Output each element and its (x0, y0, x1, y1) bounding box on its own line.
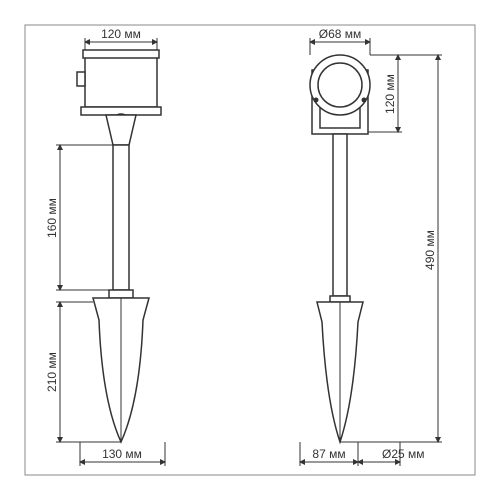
dim-label: 120 мм (383, 74, 397, 114)
dim-bottom-87: 87 мм (300, 442, 358, 466)
right-view (310, 55, 370, 442)
dim-label: Ø68 мм (319, 27, 362, 41)
dim-top-left: 120 мм (85, 27, 157, 50)
dim-label: Ø25 мм (382, 447, 425, 461)
dim-right-120: 120 мм (368, 55, 402, 132)
left-view (77, 50, 161, 442)
dim-top-right: Ø68 мм (310, 27, 370, 55)
dim-label: 130 мм (102, 447, 142, 461)
dim-label: 160 мм (45, 198, 59, 238)
dim-label: 210 мм (45, 352, 59, 392)
dim-left-160: 160 мм (45, 145, 113, 290)
dim-label: 87 мм (312, 447, 345, 461)
dim-bottom-25: Ø25 мм (358, 442, 425, 466)
dim-label: 120 мм (101, 27, 141, 41)
dim-label: 490 мм (423, 230, 437, 270)
dim-bottom-left: 130 мм (80, 442, 165, 466)
